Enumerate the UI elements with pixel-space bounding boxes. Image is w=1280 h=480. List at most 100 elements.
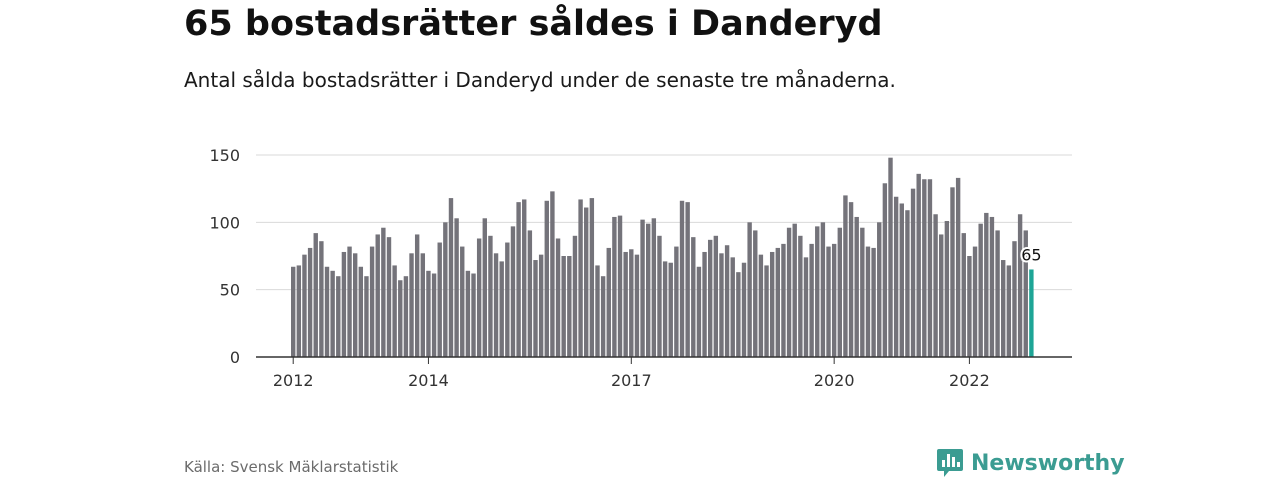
bar [967,256,972,357]
bar [674,246,679,357]
bar [465,270,471,357]
bar [764,265,769,357]
bar [747,222,752,357]
bar-chart: 0 50 100 150 2012 2014 2017 2020 2022 65 [209,146,1072,390]
bar [662,261,668,357]
bar [736,272,741,357]
bar [882,183,888,357]
bar [364,276,369,357]
bar [527,230,533,357]
bar [1012,241,1017,357]
bar [927,179,933,357]
bar [471,273,476,357]
highlight-bar [1029,269,1034,357]
x-tick-label: 2020 [814,371,855,390]
bar [702,251,707,357]
bar [510,226,516,357]
bar [792,223,797,357]
x-tick-label: 2014 [408,371,449,390]
bar [612,216,617,357]
y-tick-label: 150 [209,146,240,165]
newsworthy-brand: Newsworthy [937,448,1125,478]
bar [893,196,899,357]
bar [352,253,358,357]
bar [330,270,335,357]
bar [347,246,352,357]
bar [437,242,442,357]
bar [375,234,380,357]
bar [617,215,623,357]
highlight-data-label: 65 [1021,245,1041,264]
bar [341,251,347,357]
bar [561,256,566,357]
bar [482,218,487,357]
bar [826,246,831,357]
bar [696,266,702,357]
bar [758,254,764,357]
bar [798,235,803,357]
bar [871,247,876,357]
bar [567,256,572,357]
bar [724,245,730,357]
x-tick-label: 2012 [273,371,314,390]
bar [679,200,685,357]
source-note: Källa: Svensk Mäklarstatistik [184,458,399,476]
bar [640,219,645,357]
bar [775,247,781,357]
bar [296,265,302,357]
bar [933,214,938,357]
bar [623,251,628,357]
bar [1017,214,1023,357]
bar [978,223,983,357]
bar [803,257,809,357]
bar [443,222,448,357]
bar [899,203,904,357]
bar [668,262,673,357]
bar [420,253,426,357]
bar [860,227,865,357]
bar [600,276,606,357]
bar [950,187,955,357]
bar [888,157,893,357]
bar [555,238,561,357]
bar [454,218,459,357]
chart-subtitle: Antal sålda bostadsrätter i Danderyd und… [184,68,896,92]
bar [386,237,392,357]
bar [910,188,916,357]
bar [831,243,837,357]
bar [291,266,296,357]
bar [707,239,713,357]
bar [499,261,504,357]
bar [302,254,307,357]
bar [877,222,882,357]
bar [848,202,854,357]
bar [550,191,555,357]
bar [865,246,871,357]
x-tick-label: 2022 [949,371,990,390]
bar [916,173,921,357]
bar [448,198,454,357]
newsworthy-logo-icon [937,449,963,477]
chart-title: 65 bostadsrätter såldes i Danderyd [184,4,883,44]
bar [369,246,375,357]
bar [651,218,657,357]
bar [769,251,775,357]
bar [713,235,719,357]
y-tick-label: 50 [220,281,240,300]
bar [1023,230,1028,357]
bar [460,246,465,357]
bar [409,253,414,357]
bar [1001,260,1006,357]
bar [691,237,696,357]
bar [786,227,792,357]
bar [426,270,431,357]
bar [313,233,318,357]
bar [984,212,989,357]
bar [572,235,578,357]
bar [719,253,724,357]
bar [922,179,927,357]
bar [589,198,595,357]
bar [403,276,409,357]
bar [493,253,499,357]
bar [843,195,848,357]
